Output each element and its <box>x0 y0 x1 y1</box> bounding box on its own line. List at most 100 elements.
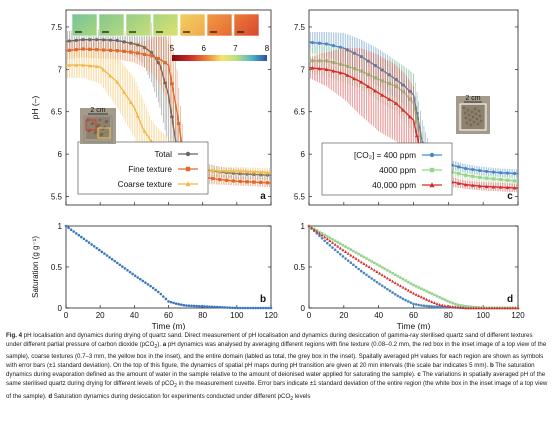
data-point <box>498 185 503 189</box>
series-line <box>308 67 518 189</box>
y-tick-label: 0.5 <box>294 263 306 272</box>
data-point <box>399 276 402 279</box>
data-point <box>492 170 496 174</box>
data-point <box>238 169 243 173</box>
ph-map-tile <box>152 13 179 37</box>
data-point <box>346 251 350 255</box>
data-point <box>192 304 196 308</box>
data-point <box>98 248 101 252</box>
data-point <box>359 260 363 264</box>
x-tick-label: 80 <box>444 311 453 320</box>
data-point <box>331 246 334 249</box>
data-point <box>505 185 510 190</box>
data-point <box>432 301 436 305</box>
x-tick-label: 0 <box>64 311 69 320</box>
inset-scale-label: 2 cm <box>465 95 480 102</box>
data-point <box>197 304 201 308</box>
data-point <box>310 226 314 230</box>
data-point <box>404 279 407 282</box>
legend-label: 4000 ppm <box>379 165 416 175</box>
panel-d: 0 0.5 1 0 20 40 60 80 100 120 Time (m) d <box>294 222 525 330</box>
data-point <box>341 248 345 252</box>
data-point <box>136 276 140 279</box>
data-point <box>367 275 371 278</box>
data-point <box>401 297 405 301</box>
data-point <box>182 303 186 307</box>
data-point <box>406 280 410 284</box>
inset-grain <box>466 108 470 112</box>
data-point <box>373 279 376 282</box>
data-point <box>414 284 418 288</box>
data-point <box>338 70 343 75</box>
data-point <box>456 305 460 309</box>
data-point <box>231 179 236 183</box>
data-point <box>430 305 434 308</box>
data-point <box>505 178 510 182</box>
data-point <box>333 248 337 252</box>
data-point <box>412 283 415 287</box>
data-point <box>115 261 119 265</box>
data-point <box>320 232 324 235</box>
data-point <box>414 292 418 296</box>
data-point <box>156 290 160 294</box>
ph-map-tile <box>233 13 260 37</box>
data-point <box>122 90 126 94</box>
data-point <box>217 169 222 173</box>
data-point <box>210 305 214 309</box>
y-tick-label: 6.5 <box>294 108 306 117</box>
data-point <box>457 172 461 176</box>
data-point <box>324 42 329 46</box>
data-point <box>81 63 85 67</box>
data-point <box>87 241 91 244</box>
series-0 <box>64 224 273 310</box>
legend-marker <box>185 166 191 172</box>
data-point <box>367 265 371 269</box>
data-point <box>187 304 191 308</box>
x-tick-label: 20 <box>96 311 105 320</box>
x-tick-label: 120 <box>264 311 278 320</box>
data-point <box>516 306 520 310</box>
data-point <box>118 263 122 267</box>
data-point <box>451 305 455 309</box>
y-tick-label: 0.5 <box>51 263 63 272</box>
data-point <box>477 184 482 188</box>
data-point <box>399 296 402 299</box>
data-point <box>238 306 242 310</box>
data-point <box>256 306 260 310</box>
data-point <box>383 286 387 289</box>
data-point <box>317 66 322 71</box>
data-point <box>320 237 324 240</box>
data-point <box>349 248 353 251</box>
data-point <box>226 306 229 309</box>
data-point <box>495 306 499 310</box>
data-point <box>64 224 68 228</box>
data-point <box>422 296 426 300</box>
data-point <box>241 306 245 310</box>
x-tick-label: 120 <box>511 311 525 320</box>
data-point <box>151 286 155 290</box>
data-point <box>380 93 384 97</box>
inset-grain <box>467 113 471 117</box>
inset-grain <box>479 119 483 123</box>
data-point <box>352 263 355 267</box>
data-point <box>412 291 415 295</box>
inset-grain <box>465 121 469 125</box>
inset-grain <box>463 111 467 115</box>
data-point <box>82 237 86 241</box>
data-point <box>393 281 397 285</box>
x-tick-label: 0 <box>307 311 312 320</box>
data-point <box>352 76 357 81</box>
data-point <box>471 167 475 172</box>
data-point <box>146 283 150 286</box>
legend: [CO₂] = 400 ppm 4000 ppm 40,000 ppm <box>321 142 453 196</box>
data-point <box>213 305 216 309</box>
panel-letter: d <box>507 294 513 305</box>
data-point <box>396 274 400 278</box>
figure-4: 5.5 6 6.5 7 7.5 pH (–) Total Fine texture Coarse… <box>30 9 525 330</box>
y-axis-label: Saturation (g g⁻¹) <box>31 236 40 298</box>
data-point <box>105 254 109 257</box>
data-point <box>108 48 113 52</box>
y-tick-label: 1 <box>58 222 63 231</box>
data-point <box>129 100 133 105</box>
data-point <box>391 271 394 275</box>
